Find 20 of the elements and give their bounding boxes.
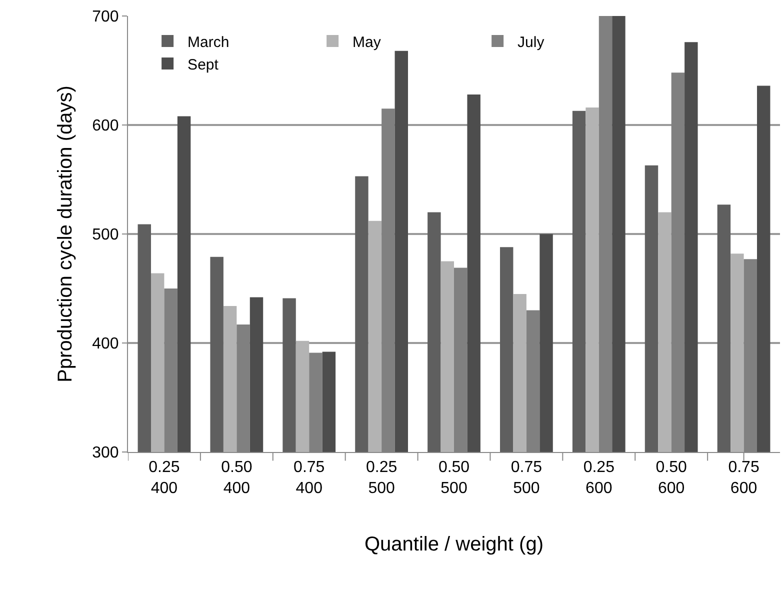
y-tick-label: 700 <box>92 8 119 26</box>
legend-label: March <box>188 34 230 51</box>
x-tick-label: 0.25 400 <box>148 459 180 497</box>
x-tick-label: 0.75 600 <box>728 459 760 497</box>
y-axis-title: Pproduction cycle duration (days) <box>54 86 77 382</box>
x-tick-label: 0.50 600 <box>656 459 687 497</box>
y-tick-label: 600 <box>92 118 119 135</box>
x-tick-label: 0.25 600 <box>583 459 615 497</box>
x-tick-label: 0.25 500 <box>366 459 398 497</box>
x-tick-label: 0.50 500 <box>438 459 470 497</box>
y-tick-label: 500 <box>92 226 119 244</box>
legend-label: May <box>352 34 382 51</box>
x-tick-label: 0.50 400 <box>221 459 252 497</box>
x-axis-title: Quantile / weight (g) <box>364 534 544 556</box>
legend-label: Sept <box>188 56 220 74</box>
legend-label: July <box>518 34 545 51</box>
x-tick-label: 0.75 400 <box>294 459 325 497</box>
y-tick-label: 400 <box>92 336 119 353</box>
y-tick-label: 300 <box>92 444 119 462</box>
x-tick-label: 0.75 500 <box>510 459 542 497</box>
